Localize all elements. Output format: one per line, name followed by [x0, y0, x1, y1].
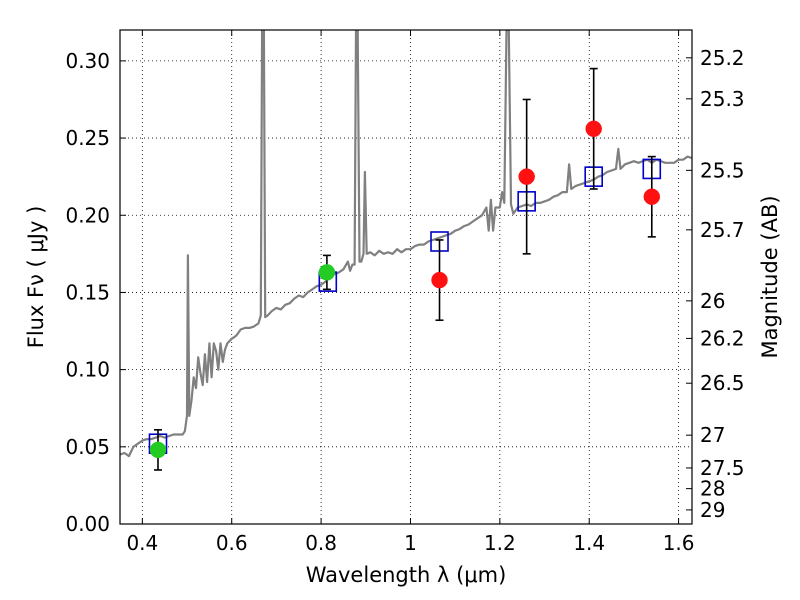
- nir-data-point: [431, 271, 448, 289]
- mag-tick-label: 29: [700, 498, 725, 522]
- x-tick-label: 1.6: [663, 531, 695, 555]
- y-axis-right-label: Magnitude (AB): [758, 195, 782, 358]
- mag-tick-label: 28: [700, 477, 725, 501]
- grid-lines: [120, 30, 692, 525]
- nir-data-point: [518, 168, 535, 185]
- optical-data-point: [149, 441, 167, 459]
- nir-data-point: [585, 120, 602, 138]
- nir-data-point: [643, 188, 661, 205]
- y-tick-label: 0.10: [65, 358, 110, 382]
- mag-tick-label: 27.5: [700, 456, 745, 480]
- x-axis-label: Wavelength λ (μm): [306, 563, 507, 587]
- plot-frame: [119, 29, 693, 525]
- mag-tick-label: 27: [700, 423, 725, 447]
- y-tick-label: 0.00: [65, 512, 110, 536]
- mag-tick-label: 25.7: [700, 218, 745, 242]
- mag-tick-label: 25.5: [700, 158, 745, 182]
- axis-ticks: 0.4 0.6 0.8 1 1.2 1.4 1.6 0.00 0.05 0.10 0.15 0.20 0…: [65, 30, 745, 555]
- y-tick-label: 0.30: [65, 49, 110, 73]
- optical-data-point: [318, 264, 336, 281]
- mag-tick-label: 26.5: [700, 371, 745, 395]
- x-tick-label: 0.6: [216, 531, 248, 555]
- plot-data: [120, 30, 692, 471]
- x-tick-label: 1: [404, 531, 417, 555]
- x-tick-label: 0.4: [126, 531, 158, 555]
- spectrum-line: [120, 30, 692, 458]
- y-tick-label: 0.25: [65, 126, 110, 150]
- y-tick-label: 0.05: [65, 435, 110, 459]
- mag-tick-label: 26: [700, 289, 725, 313]
- y-tick-label: 0.15: [65, 280, 110, 304]
- x-tick-label: 0.8: [305, 531, 337, 555]
- x-tick-label: 1.2: [484, 531, 516, 555]
- y-tick-label: 0.20: [65, 203, 110, 227]
- mag-tick-label: 25.3: [700, 87, 745, 111]
- y-axis-label: Flux Fν ( μJy ): [24, 206, 48, 349]
- mag-tick-label: 25.2: [700, 46, 745, 70]
- x-tick-label: 1.4: [573, 531, 605, 555]
- mag-tick-label: 26.2: [700, 326, 745, 350]
